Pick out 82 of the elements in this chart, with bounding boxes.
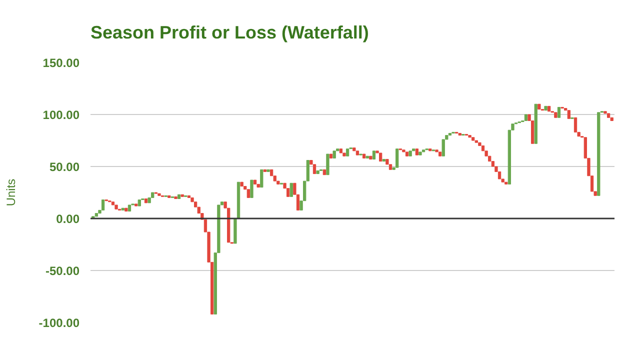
y-tick-label: 0.00 xyxy=(56,212,80,226)
bar xyxy=(472,137,475,141)
bar xyxy=(458,132,462,136)
bar xyxy=(544,106,548,111)
bar xyxy=(435,150,438,152)
bar xyxy=(567,110,570,119)
bar xyxy=(548,106,551,112)
chart-title: Season Profit or Loss (Waterfall) xyxy=(90,22,369,42)
bar xyxy=(256,184,260,188)
bar xyxy=(121,208,124,210)
bar xyxy=(538,104,541,110)
bar xyxy=(290,182,293,197)
bar xyxy=(246,189,250,198)
bar xyxy=(405,152,409,156)
bar xyxy=(94,213,98,217)
bar xyxy=(382,158,386,162)
bar xyxy=(352,148,356,152)
bar xyxy=(134,204,138,206)
bar xyxy=(342,152,346,156)
bar xyxy=(379,152,382,162)
bar xyxy=(312,164,316,174)
bar xyxy=(111,202,115,206)
bar xyxy=(263,169,267,172)
bar xyxy=(408,150,412,156)
bar xyxy=(366,156,369,158)
bar xyxy=(610,117,614,121)
y-tick-label: 50.00 xyxy=(49,160,80,174)
bar xyxy=(438,152,442,156)
bar xyxy=(177,194,181,199)
bar xyxy=(448,132,452,136)
bar xyxy=(114,204,118,210)
bar xyxy=(597,112,600,196)
bar xyxy=(422,150,426,152)
bar xyxy=(534,104,538,144)
bar xyxy=(332,150,336,158)
bar xyxy=(604,111,607,114)
y-tick-label: 150.00 xyxy=(42,56,80,70)
bar xyxy=(174,196,178,199)
bar xyxy=(415,148,418,156)
bar xyxy=(180,194,184,197)
bar xyxy=(442,139,445,156)
bar xyxy=(362,154,366,158)
bar xyxy=(240,182,244,187)
bar xyxy=(128,204,132,212)
bar xyxy=(124,208,128,212)
bar xyxy=(372,150,376,160)
bar xyxy=(339,148,343,154)
bar xyxy=(356,150,360,156)
y-tick-label: -100.00 xyxy=(38,316,80,330)
bar xyxy=(369,156,372,160)
bar xyxy=(260,169,264,188)
y-tick-label: -50.00 xyxy=(45,264,80,278)
bar xyxy=(329,154,333,158)
bar xyxy=(468,135,472,138)
bar xyxy=(396,148,399,168)
bar xyxy=(234,218,237,244)
bar xyxy=(474,140,478,143)
bar xyxy=(346,148,350,156)
bar xyxy=(101,200,105,210)
bar xyxy=(253,180,257,184)
bar xyxy=(418,152,422,156)
bar xyxy=(428,148,432,152)
bar xyxy=(504,182,508,184)
y-tick-label: 100.00 xyxy=(42,108,80,122)
bar xyxy=(236,182,240,219)
bar xyxy=(326,154,330,176)
y-axis-title: Units xyxy=(4,178,18,206)
bar xyxy=(158,193,161,196)
bar xyxy=(316,170,320,174)
bar xyxy=(187,195,191,198)
bar xyxy=(606,113,610,118)
bar xyxy=(554,112,558,118)
bar xyxy=(250,180,254,198)
bar xyxy=(168,195,171,198)
bar xyxy=(138,200,141,206)
bar xyxy=(524,114,528,121)
bar xyxy=(266,169,270,172)
bar xyxy=(402,150,406,152)
bar xyxy=(557,106,561,118)
bar xyxy=(144,198,148,204)
bar xyxy=(574,117,578,132)
bar xyxy=(322,169,326,176)
